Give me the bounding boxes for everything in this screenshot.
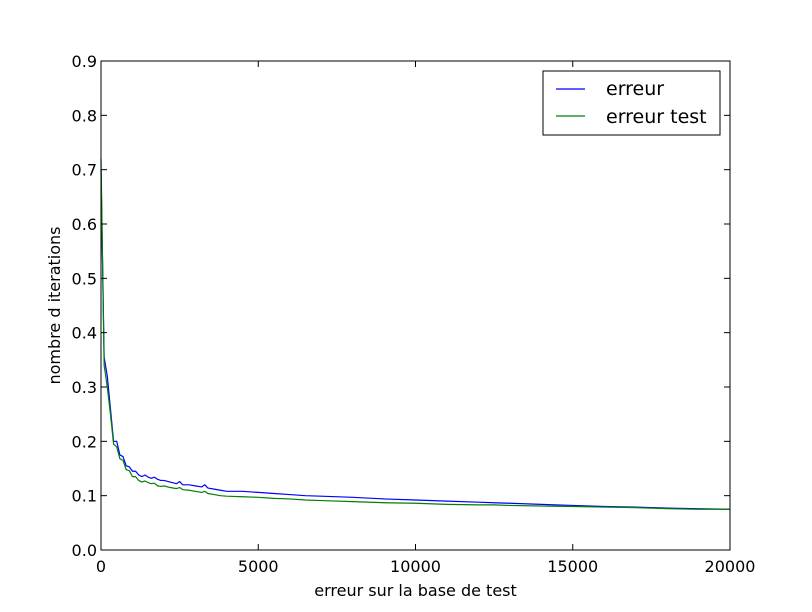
y-tick-label: 0.9 [72,52,97,71]
x-tick-label: 20000 [705,557,756,576]
plot-area [101,61,730,550]
legend-box [542,70,721,136]
y-tick-label: 0.2 [72,432,97,451]
y-tick-label: 0.0 [72,541,97,560]
series-line-erreur [100,169,731,510]
legend: erreur erreur test [542,70,721,136]
legend-label-erreur-test: erreur test [606,106,707,128]
series-layer [100,158,731,510]
x-tick-label: 15000 [547,557,598,576]
x-tick-label: 10000 [390,557,441,576]
y-tick-label: 0.8 [72,106,97,125]
y-tick-label: 0.6 [72,215,97,234]
series-line-erreur-test [100,158,730,510]
x-tick-label: 0 [96,557,106,576]
y-tick-label: 0.7 [72,161,97,180]
y-tick-label: 0.3 [72,378,97,397]
x-tick-label: 5000 [238,557,279,576]
y-tick-label: 0.5 [72,269,97,288]
y-tick-label: 0.1 [72,487,97,506]
legend-label-erreur: erreur [606,78,664,100]
x-axis-label: erreur sur la base de test [314,581,517,600]
tick-layer: 0 5000 10000 15000 20000 0.0 0.1 0.2 0.3 0.4 0.5 0.… [72,52,756,576]
y-axis-label: nombre d iterations [45,227,64,385]
y-tick-label: 0.4 [72,324,97,343]
